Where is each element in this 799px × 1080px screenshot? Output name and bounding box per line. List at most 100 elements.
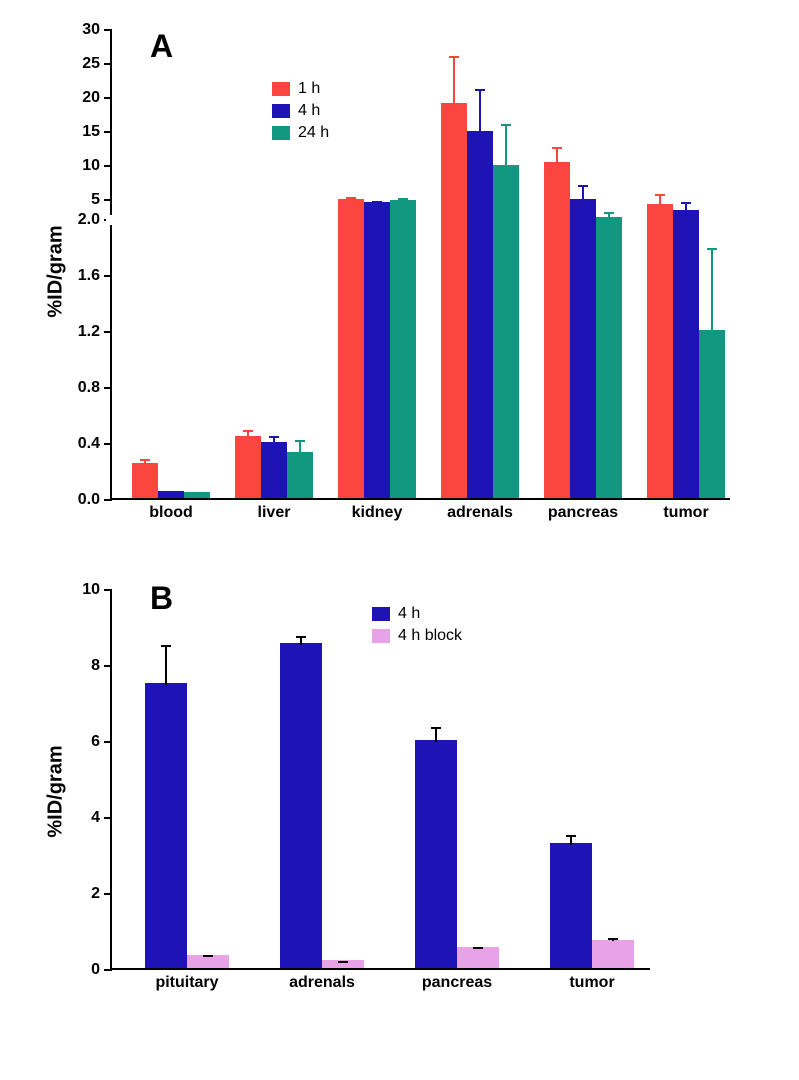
y-tick-label: 8 [91, 657, 100, 675]
chart-a-container: A %ID/gram 510152025300.00.40.81.21.62.0… [20, 20, 779, 540]
error-cap [501, 124, 511, 126]
error-cap [269, 436, 279, 438]
error-cap [707, 248, 717, 250]
error-cap [431, 727, 441, 729]
y-tick [104, 443, 112, 445]
x-tick-label: tumor [663, 504, 708, 522]
y-tick-label: 6 [91, 733, 100, 751]
y-tick [104, 969, 112, 971]
bar [132, 463, 158, 498]
chart-a-plot: 510152025300.00.40.81.21.62.0bloodliverk… [110, 30, 730, 500]
bar [261, 442, 287, 498]
y-tick-label: 0.0 [78, 491, 100, 509]
y-tick-label: 30 [82, 21, 100, 39]
error-cap [296, 636, 306, 638]
y-tick [104, 331, 112, 333]
chart-a-legend: 1 h4 h24 h [272, 80, 329, 146]
axis-break [106, 215, 118, 225]
error-bar [435, 727, 437, 742]
error-bar [505, 124, 507, 167]
x-tick-label: pancreas [422, 974, 492, 992]
error-bar [582, 185, 584, 201]
chart-b-container: B %ID/gram 0246810pituitaryadrenalspancr… [20, 580, 779, 1020]
legend-swatch [272, 104, 290, 118]
error-cap [372, 201, 382, 203]
bar [287, 452, 313, 498]
legend-text: 24 h [298, 124, 329, 142]
bar [592, 940, 634, 969]
error-bar [165, 645, 167, 685]
error-bar [556, 147, 558, 164]
error-cap [338, 961, 348, 963]
y-tick [104, 165, 112, 167]
error-cap [475, 89, 485, 91]
x-tick-label: pituitary [155, 974, 218, 992]
error-bar [453, 56, 455, 105]
error-cap [473, 947, 483, 949]
y-tick-label: 25 [82, 55, 100, 73]
legend-item: 4 h [272, 102, 329, 120]
bar [596, 217, 622, 498]
y-tick [104, 63, 112, 65]
y-tick-label: 10 [82, 157, 100, 175]
bar [338, 199, 364, 498]
error-cap [655, 194, 665, 196]
bar [364, 202, 390, 498]
error-cap [161, 645, 171, 647]
x-tick-label: kidney [352, 504, 403, 522]
legend-swatch [272, 126, 290, 140]
x-tick-label: pancreas [548, 504, 618, 522]
legend-text: 4 h [398, 605, 420, 623]
y-tick-label: 1.2 [78, 323, 100, 341]
error-bar [479, 89, 481, 133]
bar [699, 330, 725, 498]
error-bar [711, 248, 713, 332]
error-bar [299, 440, 301, 454]
error-cap [243, 430, 253, 432]
bar [550, 843, 592, 968]
y-tick [104, 499, 112, 501]
error-cap [166, 492, 176, 494]
x-tick-label: tumor [569, 974, 614, 992]
y-tick-label: 2.0 [78, 211, 100, 229]
legend-swatch [372, 607, 390, 621]
bar [390, 200, 416, 498]
error-cap [346, 197, 356, 199]
error-cap [552, 147, 562, 149]
bar [570, 199, 596, 498]
y-tick [104, 97, 112, 99]
bar [647, 204, 673, 498]
bar [467, 131, 493, 498]
bar [415, 740, 457, 968]
y-tick [104, 741, 112, 743]
y-tick-label: 5 [91, 191, 100, 209]
legend-item: 4 h [372, 605, 462, 623]
chart-b-plot: 0246810pituitaryadrenalspancreastumor4 h… [110, 590, 650, 970]
legend-swatch [272, 82, 290, 96]
y-tick-label: 4 [91, 809, 100, 827]
legend-text: 4 h block [398, 627, 462, 645]
y-tick [104, 387, 112, 389]
legend-text: 4 h [298, 102, 320, 120]
chart-a-y-label: %ID/gram [45, 225, 68, 317]
y-tick-label: 10 [82, 581, 100, 599]
y-tick-label: 2 [91, 885, 100, 903]
x-tick-label: adrenals [289, 974, 355, 992]
error-cap [203, 955, 213, 957]
y-tick [104, 131, 112, 133]
y-tick [104, 275, 112, 277]
y-tick-label: 20 [82, 89, 100, 107]
bar [544, 162, 570, 498]
error-cap [192, 493, 202, 495]
error-cap [604, 212, 614, 214]
error-cap [578, 185, 588, 187]
bar [280, 643, 322, 968]
legend-item: 24 h [272, 124, 329, 142]
x-tick-label: liver [258, 504, 291, 522]
x-tick-label: blood [149, 504, 193, 522]
y-tick-label: 15 [82, 123, 100, 141]
error-cap [295, 440, 305, 442]
y-tick [104, 665, 112, 667]
error-cap [398, 198, 408, 200]
legend-item: 4 h block [372, 627, 462, 645]
